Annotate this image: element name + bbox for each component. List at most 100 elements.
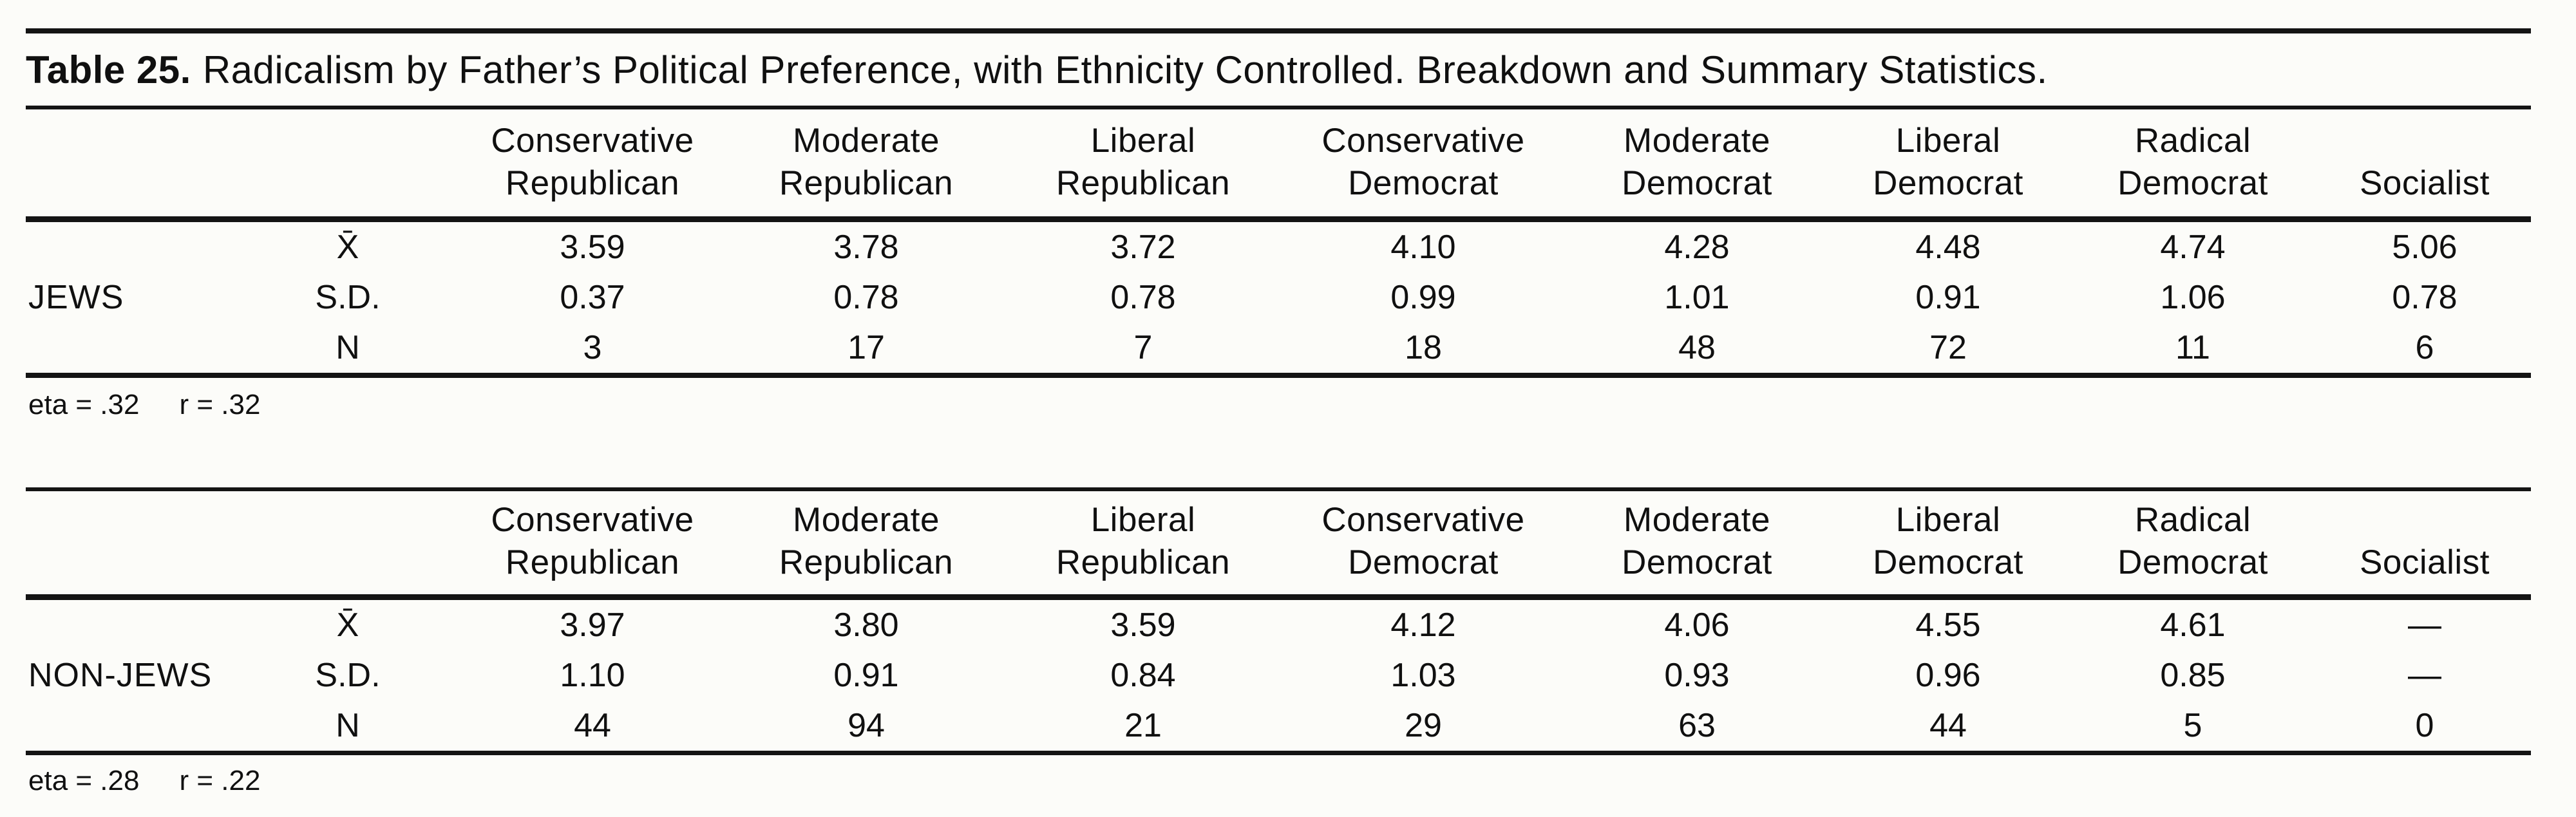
header-line: Republican xyxy=(779,543,954,581)
data-cell: — xyxy=(2408,606,2441,644)
header-line: Democrat xyxy=(1348,543,1499,581)
group-label-non-jews: NON-JEWS xyxy=(28,657,213,694)
data-cell: 3.59 xyxy=(1110,606,1176,644)
header-line xyxy=(2318,499,2531,541)
column-header-conservative-democrat: Conservative Democrat xyxy=(1282,491,1565,600)
header-spacer-group xyxy=(26,491,238,600)
data-cell: 5 xyxy=(2183,707,2202,744)
data-cell: — xyxy=(2408,657,2441,694)
data-cell: 11 xyxy=(2175,329,2210,366)
header-line: Republican xyxy=(1056,543,1231,581)
column-header-socialist: Socialist xyxy=(2318,491,2531,600)
table-row-sd: S.D. 0.37 0.78 0.78 0.99 1.01 0.91 1.06 … xyxy=(26,272,2531,323)
header-line: Democrat xyxy=(1348,164,1499,202)
column-header-moderate-republican: Moderate Republican xyxy=(728,491,1005,600)
data-cell: 18 xyxy=(1405,329,1442,366)
title-divider-rule xyxy=(26,106,2531,109)
table-row-sd: S.D. 1.10 0.91 0.84 1.03 0.93 0.96 0.85 … xyxy=(26,650,2531,700)
data-cell: 1.01 xyxy=(1664,279,1730,316)
header-spacer-group xyxy=(26,109,238,222)
group-label-jews: JEWS xyxy=(28,279,124,316)
data-cell: 3.59 xyxy=(560,229,625,266)
scanned-table-page: Table 25. Radicalism by Father’s Politic… xyxy=(26,28,2531,799)
column-header-radical-democrat: Radical Democrat xyxy=(2067,109,2318,222)
header-line: Conservative xyxy=(491,501,694,539)
eta-value: eta = .28 xyxy=(28,765,140,796)
data-cell: 0.84 xyxy=(1110,657,1176,694)
summary-stats-non-jews: eta = .28 r = .22 xyxy=(28,763,2531,799)
header-line: Liberal xyxy=(1895,122,2001,160)
header-line: Democrat xyxy=(2117,543,2268,581)
data-cell: 48 xyxy=(1678,329,1716,366)
row-label-mean: X̄ xyxy=(336,229,359,266)
column-header-liberal-republican: Liberal Republican xyxy=(1005,491,1282,600)
data-cell: 44 xyxy=(574,707,611,744)
table-row-n: N 3 17 7 18 48 72 11 6 xyxy=(26,323,2531,375)
header-line xyxy=(2318,120,2531,162)
header-line: Democrat xyxy=(1873,543,2023,581)
header-line: Democrat xyxy=(1622,164,1772,202)
table-number: Table 25. xyxy=(26,48,191,91)
header-line: Socialist xyxy=(2360,164,2490,202)
header-line: Moderate xyxy=(1624,122,1770,160)
table-caption: Radicalism by Father’s Political Prefere… xyxy=(202,48,2048,91)
table-row-mean: NON-JEWS X̄ 3.97 3.80 3.59 4.12 4.06 4.5… xyxy=(26,597,2531,694)
header-line: Liberal xyxy=(1090,122,1196,160)
column-header-liberal-republican: Liberal Republican xyxy=(1005,109,1282,222)
row-label-n: N xyxy=(336,707,360,744)
data-cell: 4.74 xyxy=(2160,229,2226,266)
header-line: Radical xyxy=(2134,501,2251,539)
column-header-liberal-democrat: Liberal Democrat xyxy=(1829,109,2067,222)
header-line: Radical xyxy=(2134,122,2251,160)
data-cell: 3 xyxy=(583,329,602,366)
table-row-mean: JEWS X̄ 3.59 3.78 3.72 4.10 4.28 4.48 4.… xyxy=(26,220,2531,316)
column-header-radical-democrat: Radical Democrat xyxy=(2067,491,2318,600)
page-top-rule xyxy=(26,28,2531,33)
data-cell: 44 xyxy=(1929,707,1967,744)
header-line: Moderate xyxy=(793,501,940,539)
table-title: Table 25. Radicalism by Father’s Politic… xyxy=(26,33,2531,106)
data-cell: 0.78 xyxy=(833,279,899,316)
data-cell: 3.72 xyxy=(1110,229,1176,266)
data-cell: 0.78 xyxy=(2392,279,2458,316)
column-header-liberal-democrat: Liberal Democrat xyxy=(1829,491,2067,600)
data-cell: 4.12 xyxy=(1390,606,1456,644)
r-value: r = .32 xyxy=(179,389,261,420)
header-line: Socialist xyxy=(2360,543,2490,581)
header-line: Republican xyxy=(505,543,680,581)
row-label-n: N xyxy=(336,329,360,366)
data-cell: 4.10 xyxy=(1390,229,1456,266)
data-cell: 3.80 xyxy=(833,606,899,644)
data-cell: 0.85 xyxy=(2160,657,2226,694)
second-table-top-rule xyxy=(26,487,2531,491)
data-cell: 94 xyxy=(848,707,885,744)
data-cell: 0.93 xyxy=(1664,657,1730,694)
header-line: Republican xyxy=(779,164,954,202)
data-cell: 4.61 xyxy=(2160,606,2226,644)
header-line: Conservative xyxy=(1321,122,1525,160)
table-row-n: N 44 94 21 29 63 44 5 0 xyxy=(26,700,2531,753)
data-cell: 3.78 xyxy=(833,229,899,266)
section-gap xyxy=(26,423,2531,487)
header-line: Conservative xyxy=(1321,501,1525,539)
column-header-moderate-republican: Moderate Republican xyxy=(728,109,1005,222)
non-jews-table: Conservative Republican Moderate Republi… xyxy=(26,491,2531,755)
column-header-socialist: Socialist xyxy=(2318,109,2531,222)
header-spacer-stat xyxy=(238,491,457,600)
data-cell: 7 xyxy=(1133,329,1153,366)
header-spacer-stat xyxy=(238,109,457,222)
data-cell: 17 xyxy=(848,329,885,366)
column-header-conservative-republican: Conservative Republican xyxy=(457,491,728,600)
column-header-moderate-democrat: Moderate Democrat xyxy=(1565,109,1829,222)
data-cell: 6 xyxy=(2415,329,2434,366)
row-label-sd: S.D. xyxy=(315,657,381,694)
data-cell: 1.10 xyxy=(560,657,625,694)
data-cell: 63 xyxy=(1678,707,1716,744)
header-line: Liberal xyxy=(1895,501,2001,539)
column-header-moderate-democrat: Moderate Democrat xyxy=(1565,491,1829,600)
data-cell: 4.06 xyxy=(1664,606,1730,644)
eta-value: eta = .32 xyxy=(28,389,140,420)
header-line: Democrat xyxy=(1622,543,1772,581)
data-cell: 4.48 xyxy=(1915,229,1981,266)
data-cell: 0.91 xyxy=(1915,279,1981,316)
